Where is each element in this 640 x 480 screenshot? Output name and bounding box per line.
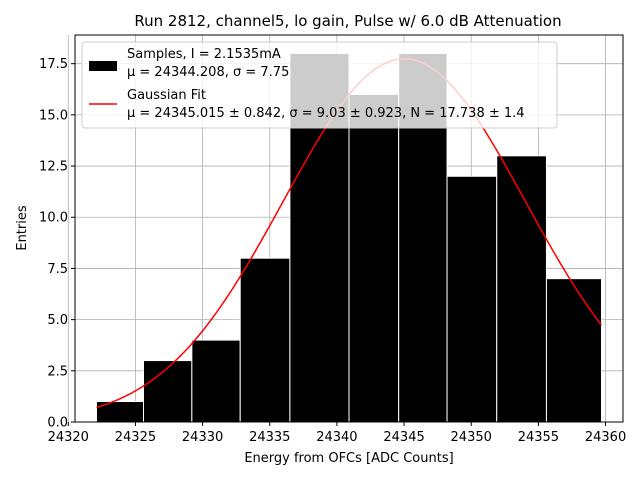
chart-title: Run 2812, channel5, lo gain, Pulse w/ 6.… — [134, 12, 561, 30]
histogram-bar — [239, 257, 291, 423]
plot-frame — [74, 34, 624, 423]
y-tick-label: 0.0 — [47, 416, 68, 431]
y-tick-label: 5.0 — [47, 313, 68, 328]
x-tick-label: 24340 — [316, 430, 357, 445]
x-tick-label: 24355 — [518, 430, 559, 445]
x-tick-label: 24335 — [249, 430, 290, 445]
x-tick-label: 24350 — [451, 430, 492, 445]
y-tick-label: 17.5 — [39, 57, 68, 72]
y-axis-label: Entries — [15, 205, 30, 251]
y-tick-label: 12.5 — [39, 160, 68, 175]
x-axis-ticks: 24320 24325 24330 24335 24340 24345 24350 24355… — [48, 422, 626, 445]
x-tick-label: 24325 — [115, 430, 156, 445]
histogram-bar — [496, 155, 547, 423]
legend-fit-line1: Gaussian Fit — [127, 88, 206, 103]
legend-box — [81, 41, 558, 129]
legend-fit-line2: μ = 24345.015 ± 0.842, σ = 9.03 ± 0.923,… — [127, 106, 525, 121]
legend-samples-line1: Samples, I = 2.1535mA — [127, 47, 281, 62]
histogram-bar — [446, 175, 498, 423]
x-tick-label: 24320 — [48, 430, 89, 445]
histogram-bar — [191, 339, 241, 423]
x-tick-label: 24330 — [182, 430, 223, 445]
histogram-bar — [348, 93, 400, 423]
y-axis-ticks: 0.0 2.5 5.0 7.5 10.0 12.5 15.0 17.5 — [39, 57, 75, 431]
x-tick-label: 24345 — [383, 430, 424, 445]
x-axis-label: Energy from OFCs [ADC Counts] — [244, 451, 453, 466]
histogram-bar — [545, 278, 603, 423]
legend-samples-line2: μ = 24344.208, σ = 7.75 — [127, 65, 289, 80]
y-tick-label: 2.5 — [47, 364, 68, 379]
y-tick-label: 15.0 — [39, 108, 68, 123]
x-tick-label: 24360 — [585, 430, 626, 445]
y-tick-label: 7.5 — [47, 262, 68, 277]
y-tick-label: 10.0 — [39, 211, 68, 226]
histogram-bar — [143, 360, 193, 423]
legend: Samples, I = 2.1535mA μ = 24344.208, σ =… — [81, 41, 558, 129]
legend-samples-swatch — [89, 61, 117, 71]
